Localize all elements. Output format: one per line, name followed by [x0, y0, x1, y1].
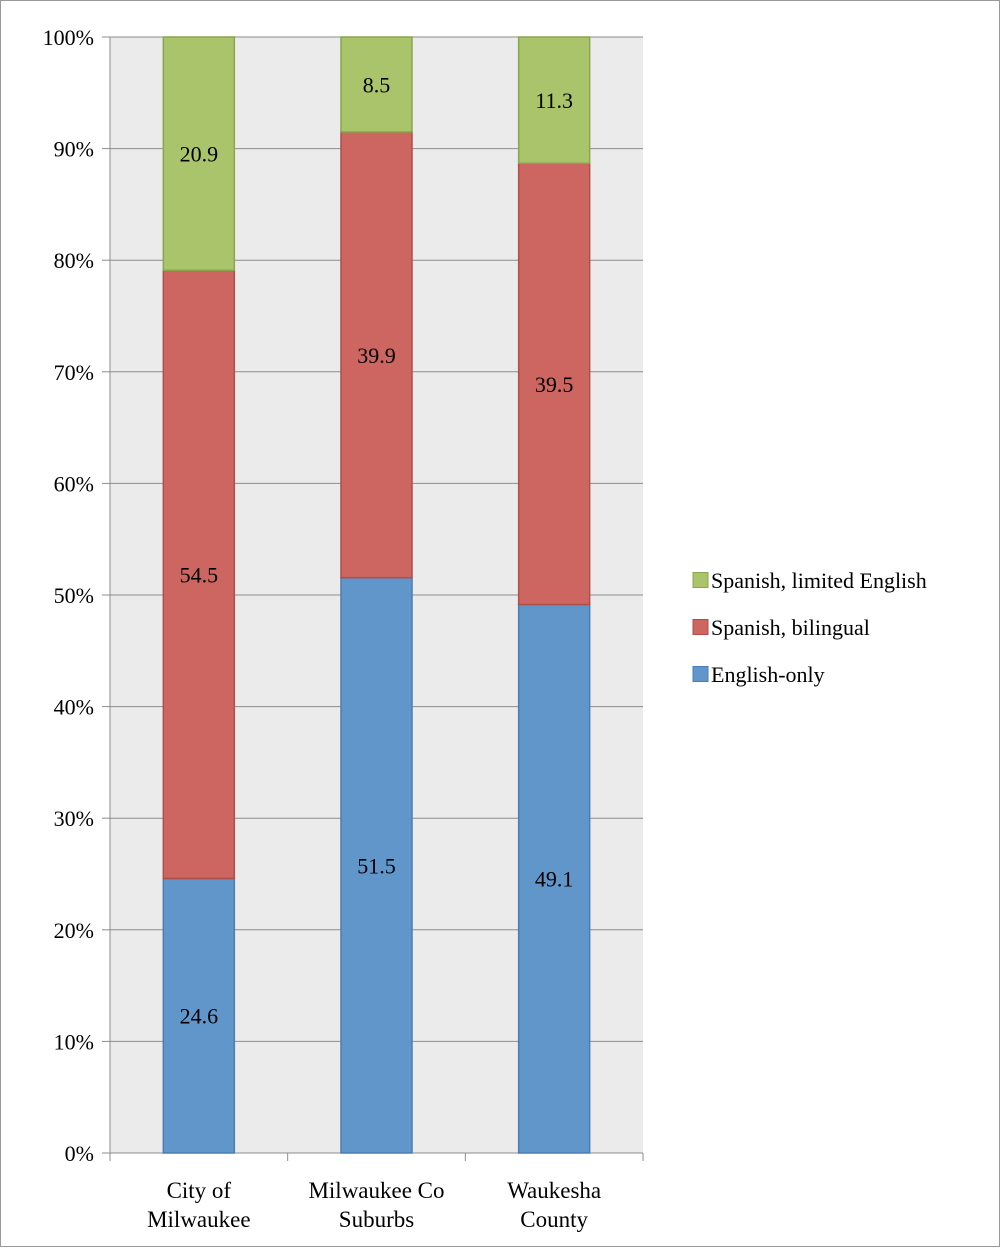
data-label: 24.6	[180, 1004, 219, 1029]
data-labels: 24.6 54.5 20.9 51.5 39.9 8.5 49.1 39.5 11.3	[180, 72, 574, 1028]
y-tick-label: 30%	[54, 806, 94, 831]
y-tick-label: 70%	[54, 360, 94, 385]
bar-segment	[517, 36, 591, 164]
data-label: 39.5	[535, 372, 574, 397]
y-tick-label: 0%	[65, 1141, 94, 1166]
category-label: Milwaukee Co Suburbs	[308, 1178, 444, 1232]
bar-segment	[517, 162, 591, 606]
bars	[162, 36, 591, 1154]
bar-segment	[340, 36, 413, 133]
legend-label: Spanish, bilingual	[711, 615, 870, 640]
legend: Spanish, limited English Spanish, bilingu…	[692, 568, 927, 687]
data-label: 54.5	[180, 562, 219, 587]
y-tick-label: 20%	[54, 918, 94, 943]
data-label: 39.9	[357, 343, 396, 368]
x-axis: City of Milwaukee Milwaukee Co Suburbs Wauke…	[109, 1152, 644, 1232]
data-label: 49.1	[535, 867, 574, 892]
y-axis: 0% 10% 20% 30% 40% 50% 60% 70% 80% 90% 100%	[43, 25, 111, 1166]
legend-swatch	[692, 572, 709, 588]
bar-segment	[162, 36, 236, 271]
legend-label: English-only	[711, 662, 825, 687]
category-label: City of Milwaukee	[147, 1178, 250, 1232]
data-label: 51.5	[357, 853, 396, 878]
bar-segment	[340, 131, 413, 579]
data-label: 11.3	[535, 88, 573, 113]
data-label: 20.9	[180, 142, 219, 167]
y-tick-label: 100%	[43, 25, 94, 50]
y-tick-label: 40%	[54, 695, 94, 720]
legend-label: Spanish, limited English	[711, 568, 927, 593]
y-tick-label: 90%	[54, 137, 94, 162]
bar-segment	[340, 576, 413, 1154]
category-label: Waukesha County	[507, 1178, 601, 1232]
y-tick-label: 10%	[54, 1029, 94, 1054]
y-tick-label: 80%	[54, 248, 94, 273]
y-tick-label: 60%	[54, 471, 94, 496]
data-label: 8.5	[363, 72, 391, 97]
bar-segment	[162, 877, 236, 1154]
bar-segment	[162, 269, 236, 880]
y-tick-label: 50%	[54, 583, 94, 608]
legend-swatch	[692, 666, 709, 682]
legend-swatch	[692, 619, 709, 635]
